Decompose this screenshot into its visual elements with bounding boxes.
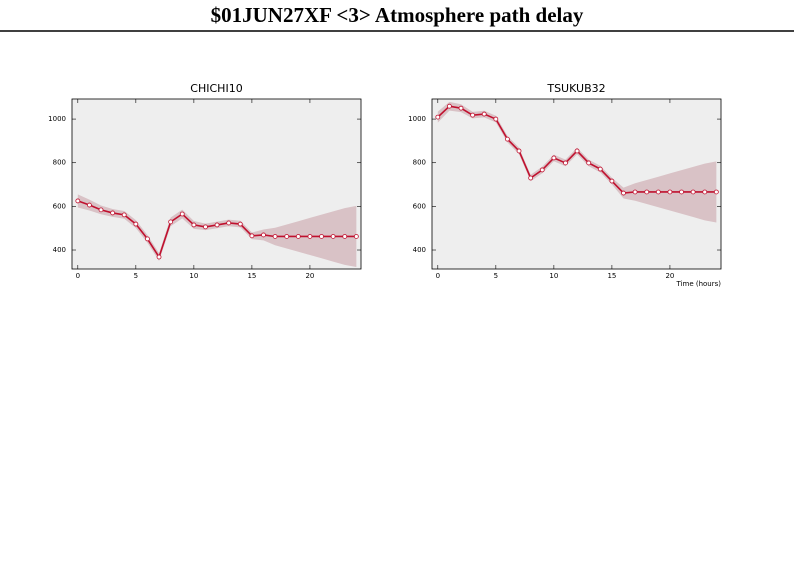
data-point [110, 210, 116, 216]
y-tick-label: 600 [413, 202, 426, 210]
data-point [493, 116, 499, 122]
x-tick-label: 20 [305, 272, 314, 280]
data-point [470, 112, 476, 118]
x-tick-label: 0 [76, 272, 80, 280]
x-tick-label: 15 [247, 272, 256, 280]
x-axis-label: Time (hours) [676, 280, 722, 288]
data-point [191, 222, 197, 228]
data-point [237, 221, 243, 227]
data-point [133, 221, 139, 227]
data-point [713, 189, 719, 195]
y-tick-label: 800 [413, 159, 426, 167]
x-tick-label: 20 [665, 272, 674, 280]
data-point [307, 234, 313, 239]
data-point [145, 236, 150, 242]
data-point [621, 190, 626, 196]
data-point [655, 189, 661, 195]
plot-frame [71, 98, 362, 270]
data-point [458, 105, 464, 111]
y-tick-label: 400 [53, 246, 66, 254]
data-point [644, 189, 650, 195]
data-point [528, 175, 534, 181]
data-point [203, 224, 208, 230]
panel-title: CHICHI10 [190, 82, 242, 95]
data-point [179, 211, 185, 217]
data-point [435, 114, 441, 120]
data-point [574, 148, 580, 154]
y-tick-label: 1000 [408, 115, 426, 123]
data-point [75, 198, 81, 204]
y-tick-label: 600 [53, 202, 66, 210]
panel-title: TSUKUB32 [546, 82, 605, 95]
data-point [330, 234, 336, 239]
data-point [447, 103, 452, 109]
data-point [319, 234, 324, 239]
uncertainty-band [77, 194, 357, 268]
x-tick-label: 10 [549, 272, 558, 280]
y-tick-label: 400 [413, 246, 426, 254]
data-point [261, 232, 266, 238]
data-point [156, 254, 162, 260]
data-point [284, 234, 290, 239]
data-point [551, 155, 557, 161]
data-point [168, 219, 174, 225]
data-point [505, 136, 510, 142]
x-tick-label: 10 [189, 272, 198, 280]
data-point [481, 111, 487, 117]
data-point [295, 234, 301, 239]
y-tick-label: 1000 [48, 115, 66, 123]
data-point [249, 233, 255, 239]
data-point [87, 202, 92, 208]
data-point [702, 189, 708, 195]
data-point [226, 220, 232, 226]
data-point [353, 234, 359, 239]
data-point [586, 160, 592, 166]
data-point [98, 207, 104, 213]
data-point [667, 189, 673, 195]
x-tick-label: 5 [134, 272, 138, 280]
data-point [214, 222, 220, 228]
page-title: $01JUN27XF <3> Atmosphere path delay [211, 3, 584, 27]
x-tick-label: 5 [494, 272, 498, 280]
plot-frame [431, 98, 722, 270]
y-tick-label: 800 [53, 159, 66, 167]
x-tick-label: 15 [607, 272, 616, 280]
data-point [690, 189, 696, 195]
data-point [563, 160, 568, 166]
data-point [539, 167, 545, 173]
data-point [121, 212, 127, 218]
data-point [597, 166, 603, 172]
x-tick-label: 0 [436, 272, 440, 280]
data-point [609, 178, 615, 184]
data-point [632, 189, 638, 195]
data-point [342, 234, 348, 239]
data-point [679, 189, 684, 195]
data-point [272, 234, 278, 239]
data-point [516, 148, 522, 154]
